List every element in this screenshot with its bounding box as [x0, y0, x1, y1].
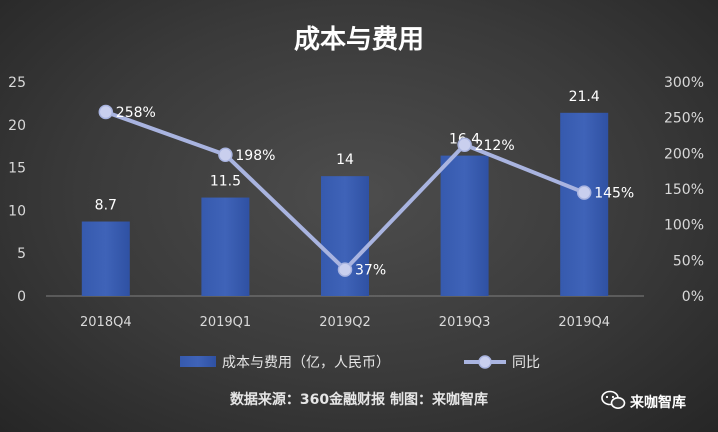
bar: [440, 155, 489, 296]
watermark-text: 来咖智库: [629, 394, 686, 411]
line-point: [457, 137, 472, 153]
source-note: 数据来源：360金融财报 制图：来咖智库: [230, 391, 488, 408]
chart-title: 成本与费用: [294, 25, 424, 55]
line-value-label: 198%: [235, 148, 275, 164]
bar: [560, 112, 609, 296]
wechat-icon: [601, 390, 626, 409]
bar: [201, 197, 250, 296]
legend: 成本与费用（亿，人民币） 同比: [180, 355, 540, 371]
y-left-tick-label: 10: [8, 203, 26, 219]
y-right-tick-label: 150%: [664, 182, 704, 198]
line-value-label: 37%: [355, 263, 386, 279]
x-axis: 2018Q4 2019Q1 2019Q2 2019Q3 2019Q4: [80, 315, 610, 330]
bar-value-label: 11.5: [210, 174, 241, 190]
legend-line-label: 同比: [512, 355, 540, 371]
line-value-label: 145%: [594, 186, 634, 202]
line-point: [218, 147, 233, 163]
x-tick-label: 2019Q2: [319, 315, 371, 330]
bar-value-label: 14: [336, 152, 354, 168]
bar: [81, 221, 130, 296]
y-left-tick-label: 15: [8, 161, 26, 177]
y-right-tick-label: 100%: [664, 218, 704, 234]
line-point: [337, 262, 353, 277]
bar-value-label: 8.7: [95, 198, 117, 214]
y-right-tick-label: 0%: [682, 289, 704, 305]
x-tick-label: 2019Q3: [439, 315, 491, 330]
line-value-label: 258%: [116, 105, 156, 121]
x-tick-label: 2018Q4: [80, 315, 132, 330]
y-left-tick-label: 25: [8, 75, 26, 91]
legend-line-marker: [478, 355, 492, 369]
x-tick-label: 2019Q1: [200, 315, 252, 330]
line-point: [98, 104, 114, 120]
watermark: 来咖智库: [601, 390, 686, 411]
y-left-tick-label: 5: [17, 246, 26, 262]
legend-bar-swatch: [180, 356, 216, 367]
y-right-tick-label: 200%: [664, 146, 704, 162]
y-left-tick-label: 0: [17, 289, 26, 305]
legend-bar-label: 成本与费用（亿，人民币）: [222, 355, 390, 371]
bar-value-label: 21.4: [569, 89, 600, 105]
y-right-tick-label: 300%: [664, 75, 704, 91]
y-left-tick-label: 20: [8, 118, 26, 134]
y-right-tick-label: 250%: [664, 111, 704, 127]
line-series: 258% 198% 37% 212% 145%: [98, 104, 634, 279]
y-axis-right: 0% 50% 100% 150% 200% 250% 300%: [664, 75, 704, 305]
y-right-tick-label: 50%: [673, 253, 704, 269]
line-point: [576, 185, 592, 200]
line-value-label: 212%: [475, 138, 515, 154]
y-axis-left: 0 5 10 15 20 25: [8, 75, 26, 305]
x-tick-label: 2019Q4: [558, 315, 610, 330]
bar-series: 8.711.51416.421.4: [81, 89, 609, 296]
